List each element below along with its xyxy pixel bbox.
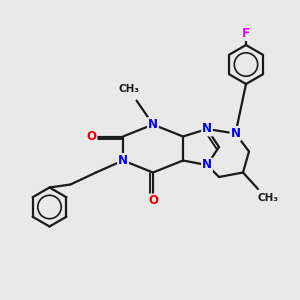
Text: F: F	[242, 27, 250, 40]
Text: O: O	[86, 130, 97, 143]
Text: N: N	[148, 118, 158, 131]
Text: O: O	[148, 194, 158, 208]
Text: N: N	[202, 158, 212, 172]
Text: N: N	[230, 127, 241, 140]
Text: N: N	[118, 154, 128, 167]
Text: N: N	[202, 122, 212, 136]
Text: CH₃: CH₃	[258, 193, 279, 203]
Text: CH₃: CH₃	[118, 83, 140, 94]
